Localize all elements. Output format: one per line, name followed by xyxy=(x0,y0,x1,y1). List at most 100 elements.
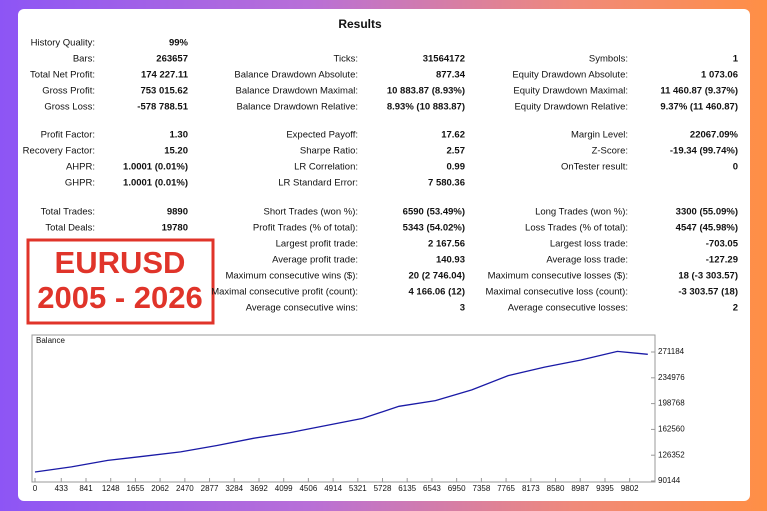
stat-value: 3300 (55.09%) xyxy=(676,207,738,218)
stat-value: 19780 xyxy=(162,223,188,234)
y-tick-label: 90144 xyxy=(658,476,681,485)
stat-value: 9.37% (11 460.87) xyxy=(660,102,738,113)
stat-value: 22067.09% xyxy=(690,130,739,141)
x-tick-label: 0 xyxy=(33,484,38,493)
x-tick-label: 9395 xyxy=(596,484,614,493)
stat-label: Margin Level: xyxy=(571,130,628,141)
stat-value: 8.93% (10 883.87) xyxy=(387,102,465,113)
x-tick-label: 9802 xyxy=(621,484,639,493)
stat-label: Average consecutive wins: xyxy=(246,303,358,314)
x-tick-label: 6950 xyxy=(448,484,466,493)
stat-value: 17.62 xyxy=(441,130,465,141)
stat-label: Equity Drawdown Maximal: xyxy=(513,86,628,97)
stat-value: 9890 xyxy=(167,207,188,218)
stat-value: 6590 (53.49%) xyxy=(403,207,465,218)
stat-value: -578 788.51 xyxy=(137,102,188,113)
stat-label: Profit Trades (% of total): xyxy=(253,223,358,234)
stat-label: AHPR: xyxy=(66,162,95,173)
chart-frame xyxy=(31,334,656,483)
stat-label: Ticks: xyxy=(334,54,358,65)
stat-label: LR Standard Error: xyxy=(278,178,358,189)
stat-value: -19.34 (99.74%) xyxy=(670,146,738,157)
x-tick-label: 1248 xyxy=(102,484,120,493)
stat-label: Maximal consecutive loss (count): xyxy=(485,287,628,298)
stat-value: 10 883.87 (8.93%) xyxy=(387,86,465,97)
stat-label: Total Trades: xyxy=(41,207,95,218)
stat-label: Short Trades (won %): xyxy=(263,207,358,218)
stat-value: 1 073.06 xyxy=(701,70,738,81)
stat-value: 140.93 xyxy=(436,255,465,266)
stat-value: 174 227.11 xyxy=(141,70,189,81)
x-tick-label: 2062 xyxy=(151,484,169,493)
stat-label: Maximum consecutive wins ($): xyxy=(225,271,358,282)
stat-value: 3 xyxy=(460,303,465,314)
stat-label: Balance Drawdown Absolute: xyxy=(234,70,358,81)
stat-label: Balance Drawdown Maximal: xyxy=(236,86,359,97)
y-tick-label: 162560 xyxy=(658,425,685,434)
stat-value: 99% xyxy=(169,38,189,49)
stat-label: Total Deals: xyxy=(45,223,95,234)
x-tick-label: 3692 xyxy=(250,484,268,493)
report-title: Results xyxy=(338,17,382,31)
stat-label: Equity Drawdown Relative: xyxy=(514,102,628,113)
stat-value: 18 (-3 303.57) xyxy=(678,271,738,282)
y-tick-label: 198768 xyxy=(658,399,685,408)
stat-value: 1 xyxy=(733,54,739,65)
stat-label: Maximum consecutive losses ($): xyxy=(488,271,628,282)
x-tick-label: 7765 xyxy=(497,484,515,493)
stat-label: Maximal consecutive profit (count): xyxy=(211,287,358,298)
x-tick-label: 7358 xyxy=(473,484,491,493)
stat-value: 4547 (45.98%) xyxy=(676,223,738,234)
stat-value: -3 303.57 (18) xyxy=(678,287,738,298)
stat-label: History Quality: xyxy=(31,38,95,49)
stat-label: Profit Factor: xyxy=(41,130,95,141)
stat-value: 20 (2 746.04) xyxy=(408,271,465,282)
stat-label: LR Correlation: xyxy=(294,162,358,173)
stat-label: Expected Payoff: xyxy=(286,130,358,141)
stat-label: Z-Score: xyxy=(592,146,628,157)
stat-value: 877.34 xyxy=(436,70,466,81)
x-tick-label: 6135 xyxy=(398,484,416,493)
stat-label: Balance Drawdown Relative: xyxy=(237,102,358,113)
stat-value: 2 167.56 xyxy=(428,239,465,250)
stat-value: 753 015.62 xyxy=(140,86,188,97)
stat-label: OnTester result: xyxy=(561,162,628,173)
stat-value: 1.0001 (0.01%) xyxy=(123,162,188,173)
stat-value: -703.05 xyxy=(706,239,739,250)
stat-label: Average loss trade: xyxy=(546,255,628,266)
stat-label: Largest profit trade: xyxy=(276,239,358,250)
stat-value: 7 580.36 xyxy=(428,178,465,189)
x-tick-label: 4099 xyxy=(275,484,293,493)
stat-label: Average consecutive losses: xyxy=(508,303,628,314)
stat-value: 31564172 xyxy=(423,54,465,65)
stat-value: 5343 (54.02%) xyxy=(403,223,465,234)
x-tick-label: 8173 xyxy=(522,484,540,493)
stat-value: 263657 xyxy=(156,54,188,65)
x-tick-label: 5728 xyxy=(374,484,392,493)
badge-box xyxy=(26,238,215,325)
stat-value: 0 xyxy=(733,162,738,173)
stat-label: Loss Trades (% of total): xyxy=(525,223,628,234)
x-tick-label: 841 xyxy=(79,484,93,493)
stat-label: Gross Profit: xyxy=(42,86,95,97)
stat-label: Bars: xyxy=(73,54,95,65)
stat-value: 11 460.87 (9.37%) xyxy=(660,86,738,97)
balance-line xyxy=(34,350,648,473)
stat-label: Equity Drawdown Absolute: xyxy=(512,70,628,81)
x-tick-label: 8580 xyxy=(547,484,565,493)
badge-line: 2005 - 2026 xyxy=(37,280,202,315)
stat-label: Gross Loss: xyxy=(44,102,95,113)
y-tick-label: 234976 xyxy=(658,373,685,382)
x-tick-label: 2470 xyxy=(176,484,194,493)
stat-value: -127.29 xyxy=(706,255,738,266)
x-tick-label: 4506 xyxy=(299,484,317,493)
x-tick-label: 3284 xyxy=(225,484,243,493)
stat-label: GHPR: xyxy=(65,178,95,189)
stat-value: 2.57 xyxy=(447,146,466,157)
stat-value: 15.20 xyxy=(164,146,188,157)
stat-value: 2 xyxy=(733,303,738,314)
stat-label: Symbols: xyxy=(589,54,628,65)
x-tick-label: 2877 xyxy=(201,484,219,493)
badge-line: EURUSD xyxy=(55,245,186,280)
